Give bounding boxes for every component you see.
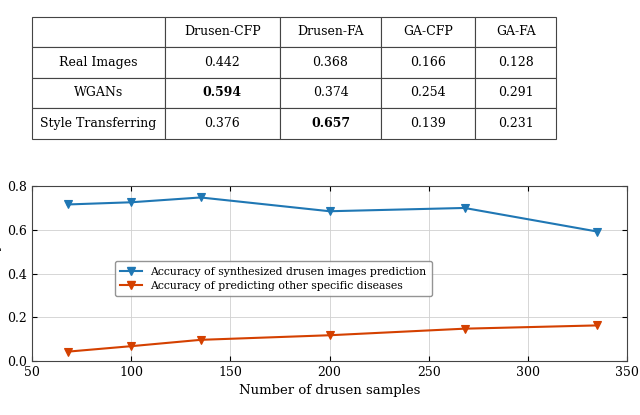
Y-axis label: Accuracy: Accuracy <box>0 242 2 305</box>
Legend: Accuracy of synthesized drusen images prediction, Accuracy of predicting other s: Accuracy of synthesized drusen images pr… <box>115 261 432 296</box>
X-axis label: Number of drusen samples: Number of drusen samples <box>239 384 420 398</box>
